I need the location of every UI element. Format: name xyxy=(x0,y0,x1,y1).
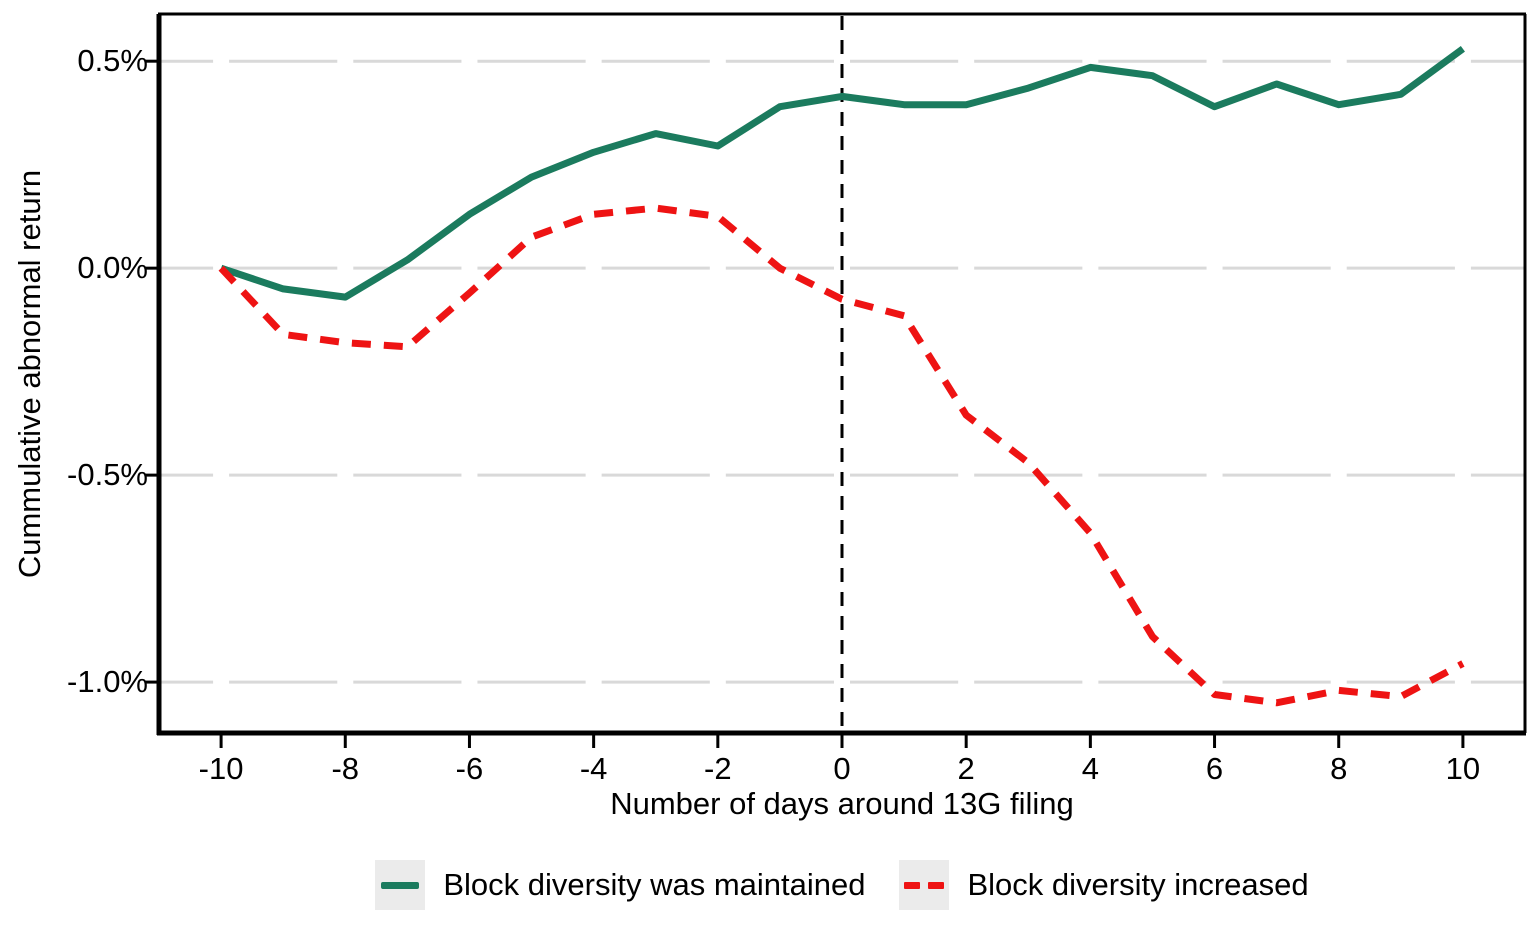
x-tick-label: -10 xyxy=(198,751,244,786)
y-axis-title: Cummulative abnormal return xyxy=(12,169,47,579)
legend-key-solid-line-icon xyxy=(375,860,426,910)
legend-label-increased: Block diversity increased xyxy=(967,867,1309,902)
legend-item-maintained: Block diversity was maintained xyxy=(375,860,865,910)
panel-border xyxy=(156,12,1527,736)
green-solid-line-icon xyxy=(381,881,420,889)
x-tick-label: 2 xyxy=(957,751,975,786)
x-tick-label: 10 xyxy=(1445,751,1481,786)
legend-key-dashed-line-icon xyxy=(899,860,950,910)
axis-tick-marks xyxy=(146,59,1465,748)
x-tick-label: -8 xyxy=(331,751,360,786)
legend-label-maintained: Block diversity was maintained xyxy=(443,867,866,902)
x-tick-label: 0 xyxy=(833,751,851,786)
x-tick-label: -4 xyxy=(579,751,608,786)
x-axis-title: Number of days around 13G filing xyxy=(610,786,1074,821)
legend-item-increased: Block diversity increased xyxy=(899,860,1309,910)
red-dashed-line-icon xyxy=(904,881,945,889)
y-tick-label: -0.5% xyxy=(67,457,148,493)
x-tick-label: 6 xyxy=(1205,751,1224,786)
y-tick-label: -1.0% xyxy=(67,664,148,700)
x-tick-label: 4 xyxy=(1081,751,1099,786)
y-tick-label: 0.5% xyxy=(77,43,148,79)
x-tick-label: -6 xyxy=(455,751,484,786)
y-tick-label: 0.0% xyxy=(77,250,148,286)
legend: Block diversity was maintained Block div… xyxy=(159,860,1525,910)
x-tick-label: -2 xyxy=(704,751,732,786)
series-lines xyxy=(218,45,1465,707)
gridlines xyxy=(159,59,1525,684)
x-tick-label: 8 xyxy=(1330,751,1348,786)
